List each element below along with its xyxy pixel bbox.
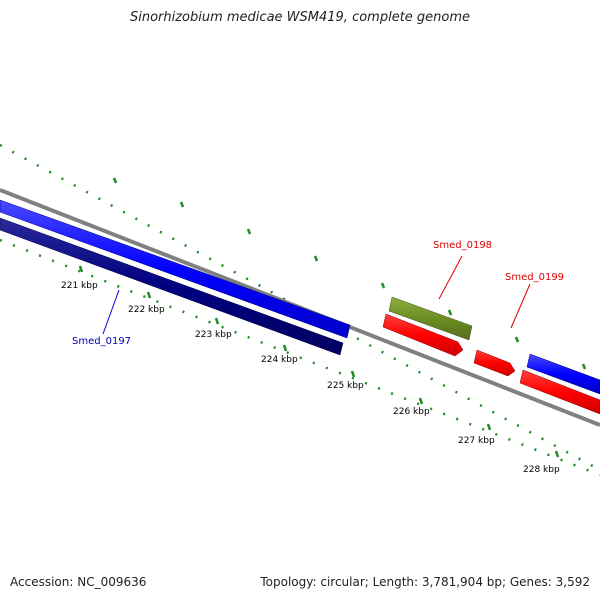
tick-label: 224 kbp (261, 355, 298, 365)
gene-feature-navy[interactable] (0, 217, 344, 356)
accession-label: Accession: NC_009636 (10, 575, 147, 589)
major-tick-marks (112, 177, 587, 370)
gene-label-smed-0199[interactable]: Smed_0199 (505, 272, 564, 283)
tick-label: 226 kbp (393, 407, 430, 417)
inner-tick-ring (0, 238, 600, 477)
gene-label-leader (438, 255, 463, 300)
tick-label: 223 kbp (195, 330, 232, 340)
outer-tick-ring (0, 143, 600, 472)
tick-label: 222 kbp (128, 305, 165, 315)
gene-label-smed-0197[interactable]: Smed_0197 (72, 336, 131, 347)
gene-label-smed-0198[interactable]: Smed_0198 (433, 240, 492, 251)
gene-label-leader (510, 283, 531, 329)
gene-label-leader (102, 289, 120, 335)
tick-label: 228 kbp (523, 465, 560, 475)
gene-feature-blue-right[interactable] (526, 353, 600, 395)
tick-labels: 221 kbp 222 kbp 223 kbp 224 kbp 225 kbp … (61, 281, 560, 475)
gene-feature-olive[interactable] (388, 296, 473, 341)
tick-label: 225 kbp (327, 381, 364, 391)
gene-labels: Smed_0197 Smed_0198 Smed_0199 (72, 240, 564, 347)
tick-label: 227 kbp (458, 436, 495, 446)
genome-stats: Topology: circular; Length: 3,781,904 bp… (260, 575, 590, 589)
genome-title: Sinorhizobium medicae WSM419, complete g… (129, 10, 471, 25)
gene-feature-red-3[interactable] (519, 369, 600, 415)
minor-tick-dots (0, 143, 600, 472)
inner-minor-tick-dots (0, 238, 600, 477)
gene-feature-red-2[interactable] (473, 349, 516, 377)
gene-feature-blue-left[interactable] (0, 199, 351, 339)
gene-feature-red-1[interactable] (382, 313, 464, 357)
tick-label: 221 kbp (61, 281, 98, 291)
inner-major-tick-marks (78, 265, 560, 458)
